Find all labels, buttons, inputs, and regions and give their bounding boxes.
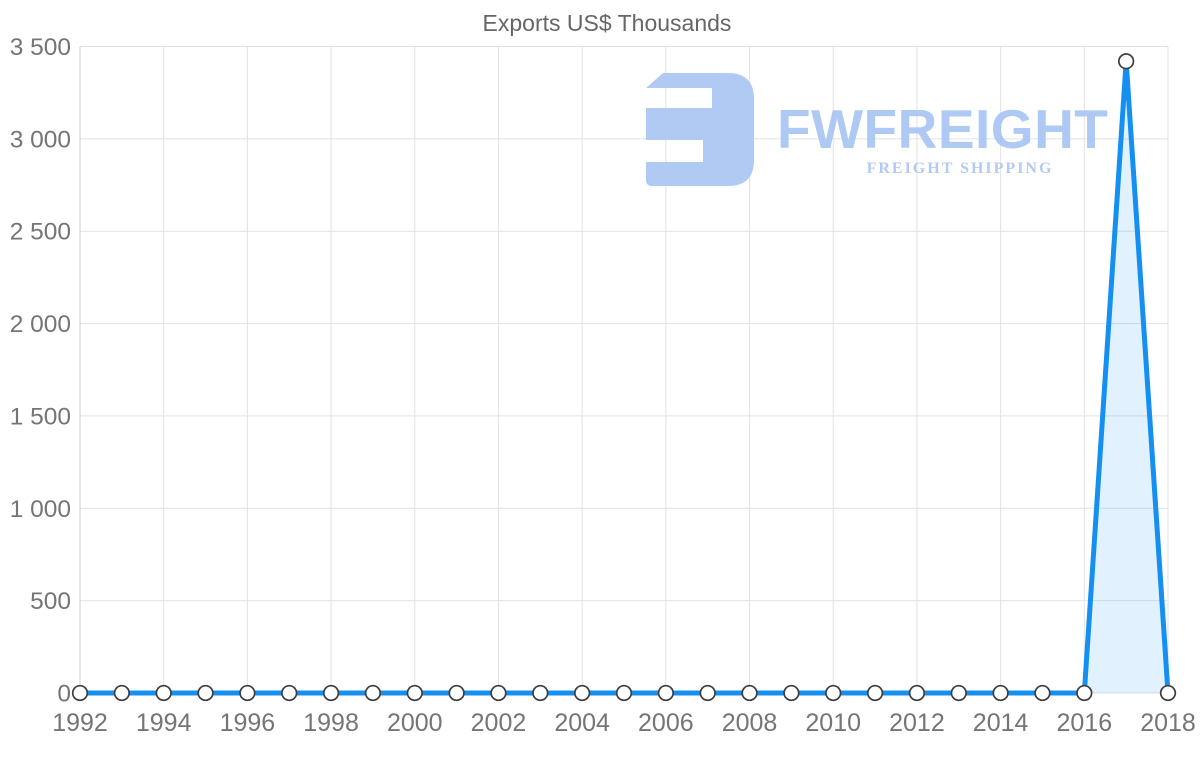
- data-point-marker[interactable]: [490, 684, 507, 702]
- data-point-marker[interactable]: [866, 684, 884, 702]
- data-point-marker[interactable]: [1159, 684, 1177, 702]
- x-tick-label: 2002: [471, 709, 527, 737]
- exports-series: [71, 53, 1177, 702]
- data-point-marker[interactable]: [1076, 684, 1093, 702]
- y-tick-label: 2 000: [10, 311, 71, 338]
- data-point-marker[interactable]: [908, 684, 926, 702]
- chart-title: Exports US$ Thousands: [483, 10, 732, 36]
- data-point-marker[interactable]: [950, 684, 967, 702]
- data-point-marker[interactable]: [1118, 53, 1135, 70]
- data-point-marker[interactable]: [532, 684, 549, 702]
- data-point-marker[interactable]: [699, 684, 716, 702]
- data-point-marker[interactable]: [1034, 684, 1051, 702]
- y-tick-label: 3 500: [10, 34, 71, 61]
- y-tick-label: 1 500: [10, 403, 71, 430]
- y-tick-label: 3 000: [10, 126, 71, 153]
- data-point-marker[interactable]: [322, 684, 340, 702]
- x-tick-label: 2006: [638, 709, 694, 737]
- data-point-marker[interactable]: [71, 684, 89, 702]
- x-tick-label: 2018: [1140, 709, 1196, 737]
- data-point-marker[interactable]: [406, 684, 423, 702]
- x-tick-label: 2008: [722, 709, 778, 737]
- y-tick-label: 500: [30, 588, 71, 615]
- x-tick-label: 2010: [805, 709, 861, 737]
- watermark-brand-text: FWFREIGHT: [777, 98, 1108, 160]
- x-tick-label: 1998: [303, 709, 359, 737]
- watermark-tagline-text: FREIGHT SHIPPING: [867, 160, 1054, 177]
- y-tick-label: 1 000: [10, 496, 71, 523]
- axis-tick-labels: 0 500 1 000 1 500 2 000 2 500 3 000 3 500 1992 19…: [10, 34, 1196, 737]
- x-tick-label: 2014: [973, 709, 1029, 737]
- x-tick-label: 2000: [387, 709, 443, 737]
- data-point-marker[interactable]: [364, 684, 382, 702]
- x-tick-label: 1996: [220, 709, 276, 737]
- y-tick-label: 0: [57, 681, 71, 708]
- fwfreight-logo-icon: [646, 73, 754, 186]
- x-tick-label: 1994: [136, 709, 192, 737]
- data-point-marker[interactable]: [825, 684, 842, 702]
- x-tick-label: 2016: [1056, 709, 1112, 737]
- data-point-marker[interactable]: [197, 684, 214, 702]
- data-point-marker[interactable]: [657, 684, 674, 702]
- x-tick-label: 2004: [554, 709, 610, 737]
- data-point-marker[interactable]: [155, 684, 172, 702]
- data-point-marker[interactable]: [448, 684, 465, 702]
- data-point-marker[interactable]: [281, 684, 298, 702]
- x-tick-label: 1992: [52, 709, 108, 737]
- data-point-marker[interactable]: [783, 684, 800, 702]
- gridlines: [79, 46, 1169, 694]
- data-point-marker[interactable]: [113, 684, 130, 702]
- data-point-marker[interactable]: [615, 684, 633, 702]
- fwfreight-watermark: FWFREIGHT FREIGHT SHIPPING: [646, 73, 1108, 186]
- data-point-marker[interactable]: [992, 684, 1009, 702]
- data-point-marker[interactable]: [574, 684, 591, 702]
- y-tick-label: 2 500: [10, 219, 71, 246]
- x-tick-label: 2012: [889, 709, 945, 737]
- data-point-marker[interactable]: [741, 684, 758, 702]
- data-point-marker[interactable]: [239, 684, 256, 702]
